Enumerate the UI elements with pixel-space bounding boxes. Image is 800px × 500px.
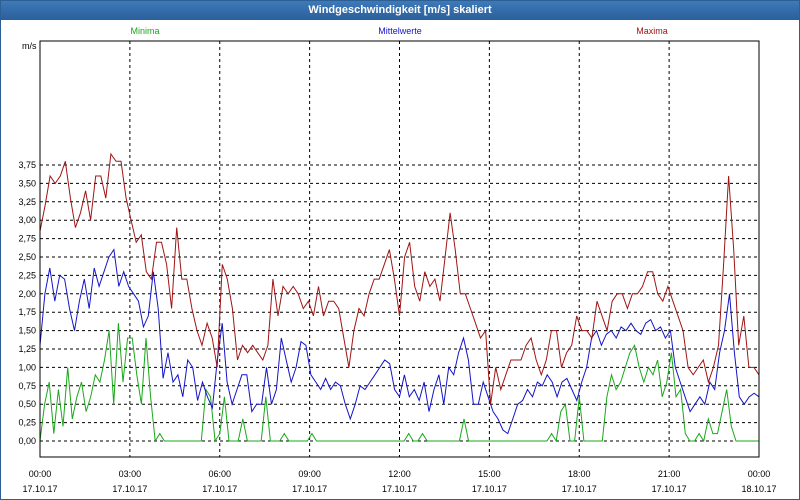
x-tick-time: 00:00 bbox=[29, 469, 52, 479]
x-tick-date: 17.10.17 bbox=[562, 484, 597, 494]
y-tick-label: 1,00 bbox=[18, 362, 36, 372]
y-tick-label: 3,25 bbox=[18, 197, 36, 207]
x-tick-date: 17.10.17 bbox=[652, 484, 687, 494]
legend-minima: Minima bbox=[130, 26, 159, 36]
window-title: Windgeschwindigkeit [m/s] skaliert bbox=[1, 1, 799, 20]
x-tick-time: 21:00 bbox=[658, 469, 681, 479]
series-maxima-line bbox=[39, 152, 760, 405]
y-tick-label: 3,50 bbox=[18, 178, 36, 188]
series-lines bbox=[39, 152, 760, 443]
y-tick-label: 1,75 bbox=[18, 307, 36, 317]
y-tick-label: 0,75 bbox=[18, 381, 36, 391]
legend-maxima: Maxima bbox=[636, 26, 668, 36]
legend-mittelwerte: Mittelwerte bbox=[378, 26, 422, 36]
x-tick-time: 00:00 bbox=[748, 469, 771, 479]
y-tick-label: 3,00 bbox=[18, 215, 36, 225]
x-tick-date: 17.10.17 bbox=[202, 484, 237, 494]
x-tick-time: 15:00 bbox=[478, 469, 501, 479]
y-tick-label: 1,25 bbox=[18, 344, 36, 354]
x-axis-ticks: 00:00 17.10.17 03:00 17.10.17 06:00 17.10.17 0… bbox=[22, 469, 776, 494]
y-tick-label: 2,75 bbox=[18, 234, 36, 244]
y-tick-label: 1,50 bbox=[18, 326, 36, 336]
y-tick-label: 2,25 bbox=[18, 270, 36, 280]
series-mittelwerte-line bbox=[39, 248, 760, 435]
y-tick-label: 0,50 bbox=[18, 399, 36, 409]
x-tick-date: 17.10.17 bbox=[22, 484, 57, 494]
x-tick-time: 09:00 bbox=[298, 469, 321, 479]
y-axis-unit-label: m/s bbox=[22, 41, 37, 51]
y-tick-label: 0,25 bbox=[18, 418, 36, 428]
series-minima-line bbox=[39, 323, 759, 443]
x-tick-time: 18:00 bbox=[568, 469, 591, 479]
x-tick-date: 17.10.17 bbox=[472, 484, 507, 494]
y-tick-label: 2,50 bbox=[18, 252, 36, 262]
x-tick-time: 12:00 bbox=[388, 469, 411, 479]
y-tick-label: 2,00 bbox=[18, 289, 36, 299]
y-axis-ticks: 0,00 0,25 0,50 0,75 1,00 1,25 1,50 1,75 2,00 2,25… bbox=[18, 160, 36, 446]
x-tick-date: 18.10.17 bbox=[741, 484, 776, 494]
y-tick-label: 3,75 bbox=[18, 160, 36, 170]
x-tick-time: 03:00 bbox=[119, 469, 142, 479]
y-tick-label: 0,00 bbox=[18, 436, 36, 446]
x-tick-date: 17.10.17 bbox=[382, 484, 417, 494]
x-tick-time: 06:00 bbox=[208, 469, 231, 479]
x-tick-date: 17.10.17 bbox=[112, 484, 147, 494]
x-tick-date: 17.10.17 bbox=[292, 484, 327, 494]
plot-frame bbox=[39, 40, 760, 458]
